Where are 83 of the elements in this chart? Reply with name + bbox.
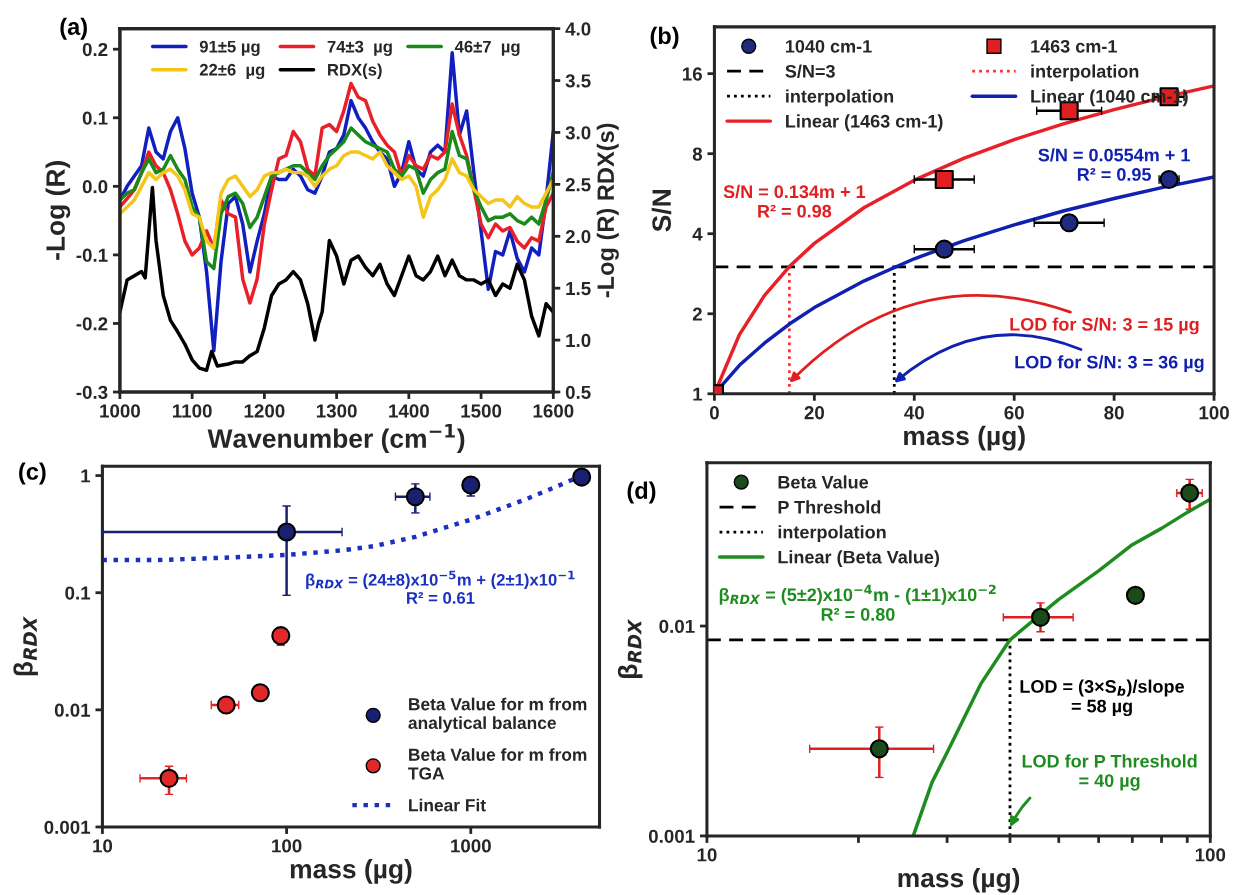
y-tick-label: 0.2 (82, 42, 108, 57)
y-tick-label: -0.1 (76, 248, 108, 262)
legend-label: 1463 cm-1 (1031, 39, 1117, 53)
y2-tick-label: 3.0 (565, 126, 591, 140)
y-tick-label: 0.001 (44, 820, 91, 834)
x-tick-label: 1300 (316, 404, 357, 418)
text: β$_{RDX}$ = (5±2)x10$^{−4}$m - (1±1)x10$^{−2}$ R² = 0.80 (719, 584, 996, 621)
x-tick-label: 60 (1004, 406, 1024, 420)
legend-label: 46±7 µg (454, 40, 520, 56)
legend-label: 22±6 µg (199, 63, 265, 80)
annotation: S/N = 0.134m + 1 R² = 0.98 (723, 184, 866, 218)
y-tick-label: 1 (81, 469, 91, 483)
x-tick-label: 100 (272, 839, 302, 853)
legend-label: RDX(s) (328, 63, 382, 79)
x-tick-label: 20 (804, 406, 825, 420)
legend-label: S/N=3 (785, 64, 835, 78)
annotation: LOD for S/N: 3 = 36 µg (1015, 355, 1204, 373)
x-tick-label: 1200 (244, 404, 285, 418)
y-tick-label: 1 (693, 387, 703, 401)
text: (c) (19, 462, 46, 485)
y2-tick-label: 2.0 (565, 229, 591, 244)
legend-label: 74±3 µg (327, 40, 392, 56)
y-tick-label: 0.1 (82, 111, 108, 125)
legend-label: interpolation (786, 89, 894, 107)
x-axis-title: mass (µg) (898, 867, 1020, 893)
text: (d) (627, 481, 656, 504)
y2-tick-label: 1.5 (566, 282, 591, 296)
y-tick-label: 0.01 (659, 619, 695, 634)
legend-label: interpolation (778, 525, 886, 543)
annotation: S/N = 0.0554m + 1 R² = 0.95 (1038, 148, 1190, 181)
x-tick-label: 1600 (533, 404, 574, 418)
y2-tick-label: 2.5 (565, 178, 591, 192)
y-tick-label: -0.3 (76, 385, 108, 400)
x-tick-label: 1000 (451, 839, 491, 853)
legend-label: interpolation (1031, 64, 1139, 82)
annotation: LOD for P Threshold = 40 µg (1022, 754, 1197, 791)
y2-tick-label: 3.5 (565, 74, 591, 88)
legend-label: 91±5 µg (199, 40, 260, 56)
y-tick-label: 2 (692, 307, 702, 321)
x-tick-label: 100 (1195, 848, 1226, 862)
y-tick-label: 8 (692, 147, 703, 161)
text: (a) (60, 17, 87, 40)
y2-tick-label: 0.5 (565, 385, 591, 399)
legend-label: Beta Value for m from analytical balance (408, 697, 587, 733)
x-tick-label: 1100 (172, 404, 212, 418)
x-axis-title: mass (µg) (904, 425, 1025, 451)
y-axis-title: β$_{RDX}$ (13, 616, 38, 676)
legend-label: Beta Value (778, 475, 869, 489)
y-axis-title: β$_{RDX}$ (617, 618, 643, 678)
x-tick-label: 10 (93, 839, 113, 853)
legend-label: P Threshold (778, 500, 881, 514)
y-tick-label: 16 (682, 67, 702, 81)
legend-label: 1040 cm-1 (785, 39, 872, 53)
legend-label: Beta Value for m from TGA (408, 748, 587, 780)
y2-tick-label: 4.0 (565, 22, 591, 36)
x-tick-label: 10 (697, 848, 717, 862)
y-tick-label: 0.01 (54, 703, 91, 717)
legend-label: Linear Fit (409, 798, 486, 812)
text: β$_{RDX}$ = (24±8)x10$^{−5}$m + (2±1)x10$^{−1}$ R² = 0.61 (306, 570, 575, 604)
x-tick-label: 1500 (461, 404, 502, 418)
y-tick-label: 0.001 (648, 829, 695, 843)
legend-label: Linear (Beta Value) (778, 550, 940, 568)
y-tick-label: -0.2 (76, 317, 108, 331)
y2-axis-title: -Log (R) RDX(s) (596, 123, 619, 298)
y2-tick-label: 1.0 (566, 333, 591, 348)
legend-label: Linear (1040 cm-1) (1031, 89, 1188, 107)
x-tick-label: 1400 (389, 404, 429, 418)
y-tick-label: 0.1 (65, 586, 91, 600)
y-tick-label: 4 (692, 227, 703, 241)
x-tick-label: 40 (904, 406, 924, 420)
annotation: LOD = (3×S$_{b}$)/slope = 58 µg (1020, 679, 1184, 717)
y-tick-label: 0.0 (82, 180, 108, 194)
text: (b) (650, 26, 679, 49)
x-tick-label: 0 (709, 406, 719, 420)
legend-label: Linear (1463 cm-1) (786, 114, 943, 132)
x-axis-title: Wavenumber (cm$^{−1}$) (207, 424, 465, 454)
y-axis-title: S/N (651, 190, 672, 232)
x-tick-label: 1000 (100, 404, 140, 418)
x-axis-title: mass (µg) (290, 859, 412, 884)
annotation: LOD for S/N: 3 = 15 µg (1010, 317, 1199, 335)
x-tick-label: 100 (1199, 406, 1229, 420)
y-axis-title: -Log (R) (45, 161, 71, 260)
x-tick-label: 80 (1104, 406, 1124, 420)
